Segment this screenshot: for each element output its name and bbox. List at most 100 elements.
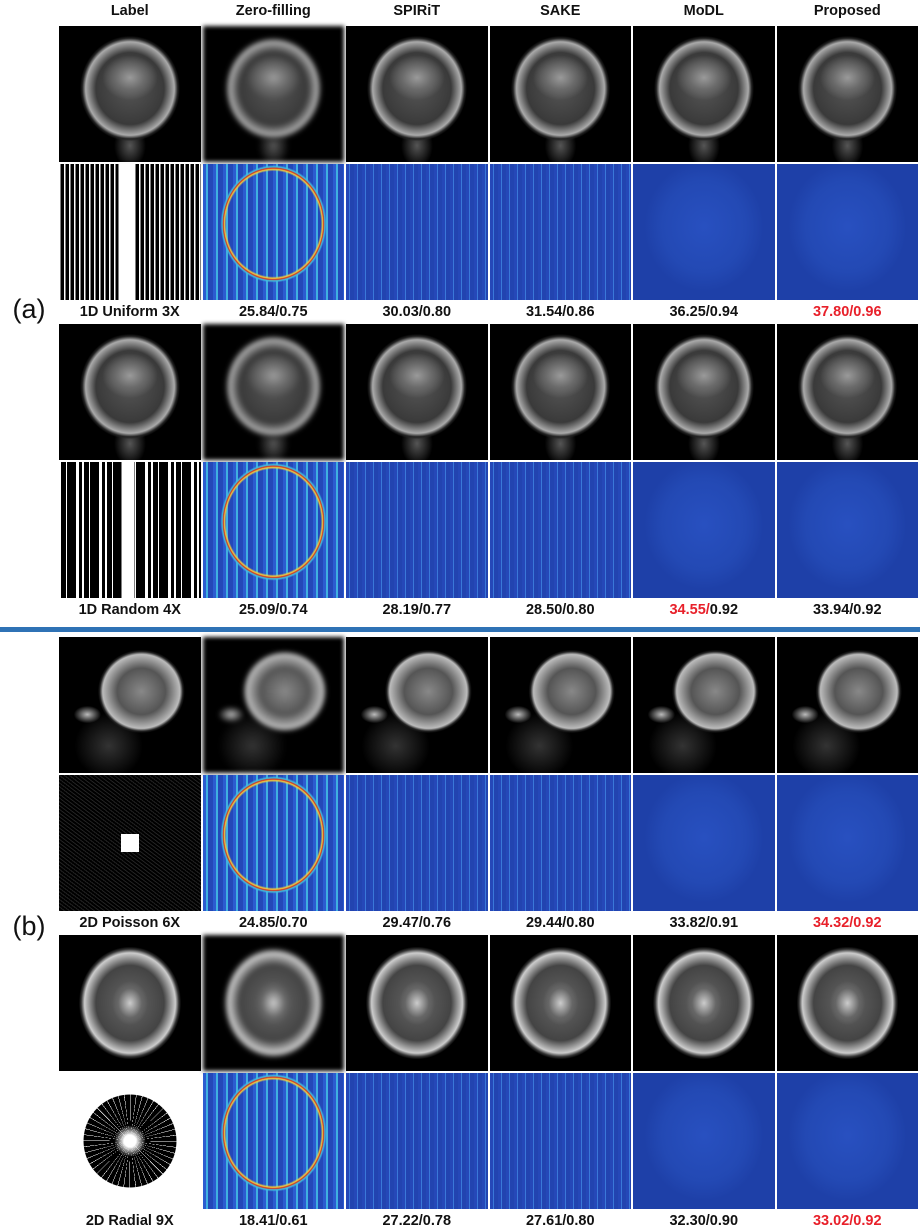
brain-image	[203, 324, 345, 460]
metric: 27.61/0.80	[490, 1213, 632, 1229]
psnr: 34.32	[813, 915, 849, 931]
error-map	[777, 164, 919, 300]
column-header: SPIRiT	[346, 3, 488, 19]
metric: 29.44/0.80	[490, 915, 632, 931]
error-map	[490, 1073, 632, 1209]
metric: 33.94/0.92	[777, 602, 919, 618]
error-map	[633, 775, 775, 911]
metric: 34.55/0.92	[633, 602, 775, 618]
group-label: (a)	[0, 294, 58, 325]
group-label: (b)	[0, 911, 58, 942]
brain-image	[203, 935, 345, 1071]
ssim: 0.61	[279, 1213, 307, 1229]
brain-image	[490, 26, 632, 162]
error-map	[633, 462, 775, 598]
sampling-mask	[59, 164, 201, 300]
psnr: 31.54	[526, 304, 562, 320]
brain-image	[346, 26, 488, 162]
ssim: 0.90	[710, 1213, 738, 1229]
sampling-mask	[59, 775, 201, 911]
ssim: 0.80	[566, 602, 594, 618]
column-header: SAKE	[490, 3, 632, 19]
brain-image	[59, 637, 201, 773]
ssim: 0.70	[279, 915, 307, 931]
error-map	[490, 462, 632, 598]
error-map	[777, 775, 919, 911]
metric: 34.32/0.92	[777, 915, 919, 931]
ssim: 0.91	[710, 915, 738, 931]
ssim: 0.80	[566, 915, 594, 931]
psnr: 27.22	[382, 1213, 418, 1229]
metric: 30.03/0.80	[346, 304, 488, 320]
brain-image	[346, 324, 488, 460]
error-map	[346, 1073, 488, 1209]
error-map	[203, 775, 345, 911]
brain-image	[490, 637, 632, 773]
ssim: 0.80	[566, 1213, 594, 1229]
error-map	[346, 775, 488, 911]
ssim: 0.76	[423, 915, 451, 931]
brain-image	[633, 637, 775, 773]
metric: 36.25/0.94	[633, 304, 775, 320]
ssim: 0.92	[853, 915, 881, 931]
brain-image	[490, 935, 632, 1071]
metric: 37.80/0.96	[777, 304, 919, 320]
psnr: 33.82	[669, 915, 705, 931]
ssim: 0.75	[279, 304, 307, 320]
column-header: Label	[59, 3, 201, 19]
ssim: 0.96	[853, 304, 881, 320]
psnr: 27.61	[526, 1213, 562, 1229]
psnr: 29.44	[526, 915, 562, 931]
metric: 24.85/0.70	[203, 915, 345, 931]
brain-image	[633, 324, 775, 460]
column-header: MoDL	[633, 3, 775, 19]
error-map	[633, 1073, 775, 1209]
psnr: 24.85	[239, 915, 275, 931]
psnr: 34.55	[669, 602, 705, 618]
psnr: 28.50	[526, 602, 562, 618]
ssim: 0.94	[710, 304, 738, 320]
psnr: 37.80	[813, 304, 849, 320]
psnr: 28.19	[382, 602, 418, 618]
error-map	[633, 164, 775, 300]
brain-image	[203, 637, 345, 773]
error-map	[490, 164, 632, 300]
figure: LabelZero-fillingSPIRiTSAKEMoDLProposed1…	[0, 0, 920, 1230]
psnr: 25.09	[239, 602, 275, 618]
error-map	[203, 164, 345, 300]
metric: 25.84/0.75	[203, 304, 345, 320]
error-map	[777, 1073, 919, 1209]
column-header: Proposed	[777, 3, 919, 19]
brain-image	[59, 26, 201, 162]
ssim: 0.80	[423, 304, 451, 320]
row-label: 1D Uniform 3X	[59, 304, 201, 320]
psnr: 33.02	[813, 1213, 849, 1229]
psnr: 36.25	[669, 304, 705, 320]
psnr: 18.41	[239, 1213, 275, 1229]
ssim: 0.92	[710, 602, 738, 618]
brain-image	[59, 324, 201, 460]
ssim: 0.92	[853, 602, 881, 618]
sampling-mask	[59, 462, 201, 598]
ssim: 0.74	[279, 602, 307, 618]
brain-image	[59, 935, 201, 1071]
metric: 28.19/0.77	[346, 602, 488, 618]
ssim: 0.77	[423, 602, 451, 618]
brain-image	[777, 26, 919, 162]
error-map	[777, 462, 919, 598]
row-label: 2D Radial 9X	[59, 1213, 201, 1229]
metric: 29.47/0.76	[346, 915, 488, 931]
psnr: 32.30	[669, 1213, 705, 1229]
psnr: 25.84	[239, 304, 275, 320]
row-label: 1D Random 4X	[59, 602, 201, 618]
metric: 28.50/0.80	[490, 602, 632, 618]
brain-image	[777, 324, 919, 460]
row-label: 2D Poisson 6X	[59, 915, 201, 931]
ssim: 0.86	[566, 304, 594, 320]
brain-image	[777, 935, 919, 1071]
metric: 27.22/0.78	[346, 1213, 488, 1229]
brain-image	[490, 324, 632, 460]
metric: 25.09/0.74	[203, 602, 345, 618]
ssim: 0.92	[853, 1213, 881, 1229]
metric: 18.41/0.61	[203, 1213, 345, 1229]
